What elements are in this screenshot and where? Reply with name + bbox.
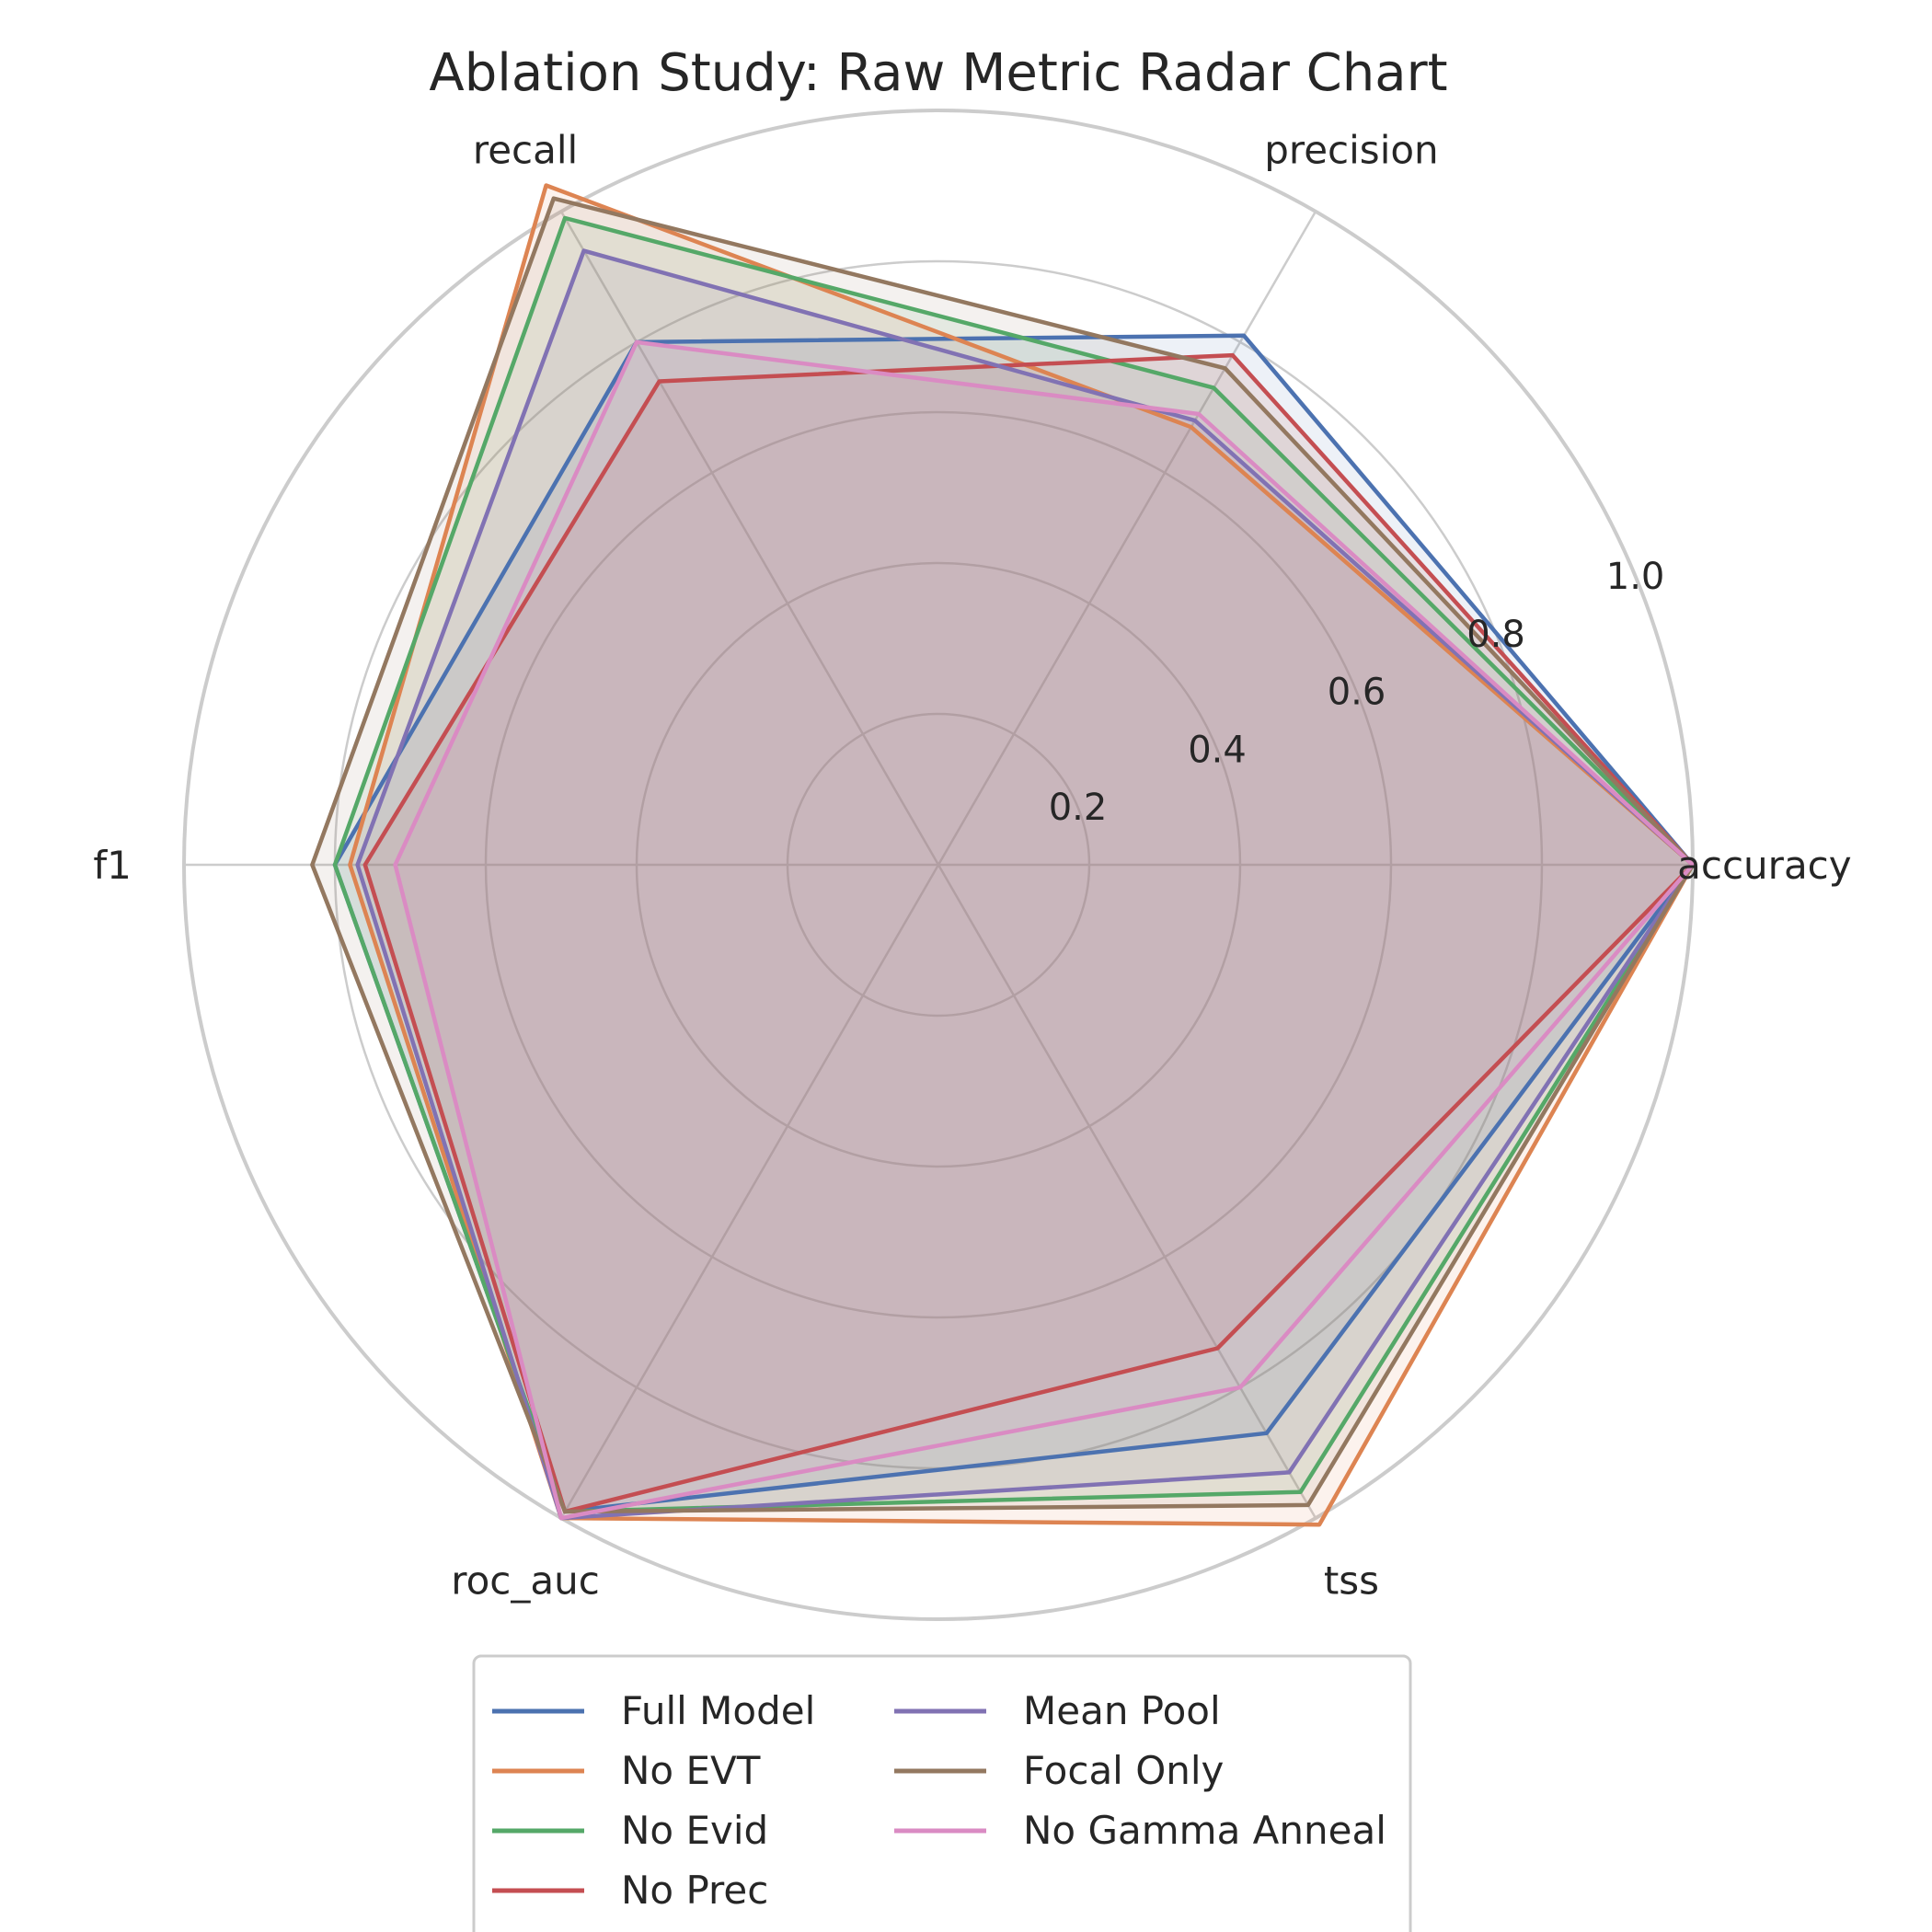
series-fill-3 xyxy=(364,355,1693,1512)
axis-label-precision: precision xyxy=(1264,127,1438,172)
rtick-label-3: 0.8 xyxy=(1466,614,1525,656)
series-fill-6 xyxy=(395,341,1694,1519)
series-fill-1 xyxy=(350,185,1693,1525)
spoke-tss xyxy=(937,864,1317,1519)
series-fill-5 xyxy=(312,198,1693,1512)
series-line-6 xyxy=(393,339,1696,1521)
series-line-1 xyxy=(348,183,1696,1527)
axis-label-roc_auc: roc_auc xyxy=(451,1558,600,1604)
legend-label-0: Full Model xyxy=(621,1688,815,1733)
rtick-label-1: 0.4 xyxy=(1188,729,1247,771)
series-line-5 xyxy=(310,196,1696,1514)
series-line-2 xyxy=(332,215,1696,1514)
legend-label-3: No Prec xyxy=(621,1868,768,1913)
spoke-precision xyxy=(937,211,1317,866)
rtick-label-0: 0.2 xyxy=(1049,787,1108,829)
series-fill-2 xyxy=(335,218,1693,1512)
axis-label-tss: tss xyxy=(1324,1558,1379,1604)
series-line-4 xyxy=(355,248,1696,1521)
axis-label-f1: f1 xyxy=(93,843,132,888)
legend-label-2: No Evid xyxy=(621,1808,768,1853)
legend: Full Model No EVT No Evid No Prec Mean Pool F… xyxy=(472,1654,1412,1932)
legend-label-4: Mean Pool xyxy=(1023,1688,1221,1733)
legend-box xyxy=(472,1654,1412,1932)
axis-label-accuracy: accuracy xyxy=(1677,843,1852,888)
legend-label-5: Focal Only xyxy=(1023,1748,1224,1793)
series-fill-0 xyxy=(335,335,1693,1512)
rtick-label-2: 0.6 xyxy=(1328,672,1386,714)
chart-title: Ablation Study: Raw Metric Radar Chart xyxy=(429,43,1447,103)
spoke-recall xyxy=(559,211,940,866)
spoke-roc_auc xyxy=(559,864,940,1519)
legend-label-6: No Gamma Anneal xyxy=(1023,1808,1386,1853)
axis-labels: accuracy precision recall f1 roc_auc tss xyxy=(93,127,1851,1603)
series-line-3 xyxy=(362,352,1696,1514)
radar-series xyxy=(310,183,1696,1527)
axis-label-recall: recall xyxy=(473,127,578,172)
legend-label-1: No EVT xyxy=(621,1748,761,1793)
rtick-label-4: 1.0 xyxy=(1606,556,1665,598)
radial-tick-labels: 0.2 0.4 0.6 0.8 1.0 xyxy=(1049,556,1665,829)
